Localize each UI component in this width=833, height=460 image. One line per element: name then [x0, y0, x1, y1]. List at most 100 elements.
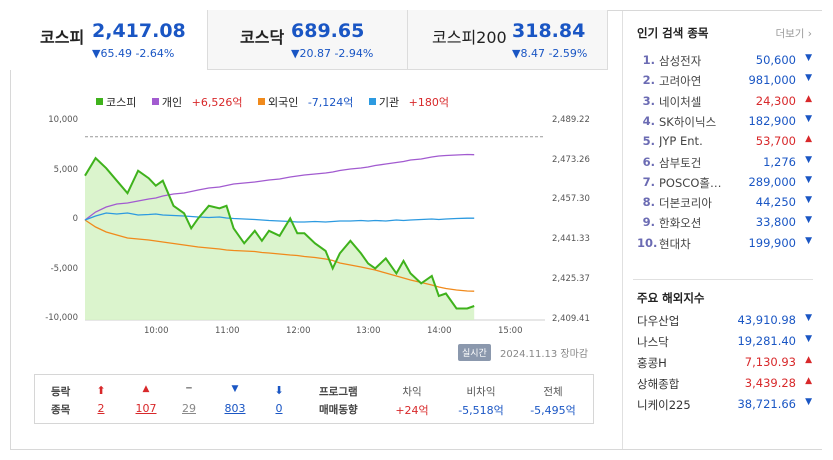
sharp-up-count[interactable]: 2 — [97, 402, 105, 415]
stock-price: 1,276 — [763, 154, 796, 169]
foreign-index-name[interactable]: 홍콩H — [637, 356, 667, 370]
popular-stock-row[interactable]: 10. 현대차 199,900 ▼ — [637, 236, 812, 256]
popular-stock-row[interactable]: 8. 더본코리아 44,250 ▼ — [637, 195, 812, 215]
rank-number: 2. — [642, 73, 655, 88]
market-datetime: 2024.11.13 장마감 — [500, 349, 589, 360]
foreign-index-row[interactable]: 다우산업 43,910.98 ▼ — [637, 313, 812, 333]
stock-price: 33,800 — [755, 215, 796, 230]
popular-stock-row[interactable]: 6. 삼부토건 1,276 ▼ — [637, 155, 812, 175]
up-icon: ▲ — [142, 384, 150, 394]
tab-kosdaq-value: 689.65 — [291, 20, 365, 42]
legend-individual-value: +6,526억 — [191, 96, 243, 109]
stock-name[interactable]: SK하이닉스 — [659, 114, 717, 129]
more-link[interactable]: 더보기 › — [775, 26, 812, 41]
institution-swatch-icon — [368, 98, 376, 105]
popular-stock-row[interactable]: 3. 네이처셀 24,300 ▲ — [637, 94, 812, 114]
stock-name[interactable]: 더본코리아 — [659, 196, 712, 211]
right-axis-tick: 2,409.41 — [552, 314, 590, 324]
arrow-down-icon: ▼ — [805, 195, 812, 206]
popular-stock-row[interactable]: 4. SK하이닉스 182,900 ▼ — [637, 114, 812, 134]
foreign-index-name[interactable]: 다우산업 — [637, 314, 680, 328]
foreign-index-name[interactable]: 나스닥 — [637, 335, 669, 349]
stock-name[interactable]: POSCO홀… — [659, 175, 722, 190]
popular-stock-row[interactable]: 2. 고려아연 981,000 ▼ — [637, 73, 812, 93]
foreign-index-row[interactable]: 상해종합 3,439.28 ▲ — [637, 376, 812, 396]
legend-individual: 개인 +6,526억 — [151, 96, 249, 109]
foreign-index-name[interactable]: 니케이225 — [637, 398, 691, 412]
foreign-indices-title: 주요 해외지수 — [637, 291, 705, 305]
foreign-index-row[interactable]: 니케이225 38,721.66 ▼ — [637, 397, 812, 417]
rank-number: 10. — [637, 235, 658, 250]
up-count[interactable]: 107 — [135, 402, 157, 415]
legend-institution: 기관 +180억 — [368, 96, 455, 109]
tab-kosdaq[interactable]: 코스닥 689.65 ▼20.87 -2.94% — [208, 10, 408, 70]
left-axis-tick: 5,000 — [53, 165, 78, 175]
chart-legend: 코스피 개인 +6,526억 외국인 -7,124억 기관 +180억 — [96, 94, 461, 110]
left-axis-tick: -5,000 — [50, 264, 78, 274]
rank-number: 4. — [642, 113, 655, 128]
popular-stock-row[interactable]: 5. JYP Ent. 53,700 ▲ — [637, 134, 812, 154]
stock-price: 44,250 — [755, 195, 796, 210]
left-axis-tick: 10,000 — [48, 115, 78, 125]
kospi-swatch-icon — [96, 98, 103, 105]
arrow-down-icon: ▼ — [805, 397, 812, 407]
stock-price: 981,000 — [748, 73, 796, 88]
right-axis-tick: 2,441.33 — [552, 234, 590, 244]
stock-price: 182,900 — [748, 113, 796, 128]
down-count[interactable]: 803 — [224, 402, 246, 415]
arrow-down-icon: ▼ — [805, 174, 812, 185]
stock-name[interactable]: 한화오션 — [659, 216, 702, 231]
sharp-up-icon: ⬆ — [96, 384, 106, 397]
popular-stock-row[interactable]: 7. POSCO홀… 289,000 ▼ — [637, 175, 812, 195]
legend-kospi-label: 코스피 — [106, 96, 137, 109]
foreign-index-value: 3,439.28 — [744, 376, 796, 390]
summary-label-1: 등락 — [51, 386, 71, 398]
foreign-index-value: 43,910.98 — [737, 313, 796, 327]
arrow-up-icon: ▲ — [805, 376, 812, 386]
individual-swatch-icon — [151, 98, 159, 105]
arrow-down-icon: ▼ — [805, 113, 812, 124]
arrow-down-icon: ▼ — [805, 235, 812, 246]
program-label-2: 매매동향 — [319, 404, 358, 416]
sharp-down-count[interactable]: 0 — [275, 402, 283, 415]
chevron-right-icon: › — [804, 28, 812, 40]
stock-name[interactable]: 현대차 — [659, 236, 691, 251]
stock-price: 199,900 — [748, 235, 796, 250]
foreign-index-row[interactable]: 홍콩H 7,130.93 ▲ — [637, 355, 812, 375]
popular-stock-row[interactable]: 9. 한화오션 33,800 ▼ — [637, 215, 812, 235]
summary-label-2: 종목 — [51, 404, 71, 416]
arrow-down-icon: ▼ — [805, 154, 812, 165]
tab-kospi200[interactable]: 코스피200 318.84 ▼8.47 -2.59% — [408, 10, 608, 70]
arrow-down-icon: ▼ — [805, 215, 812, 226]
rank-number: 5. — [642, 134, 655, 149]
tab-kospi-value: 2,417.08 — [92, 20, 186, 42]
stock-name[interactable]: JYP Ent. — [659, 134, 703, 149]
foreign-swatch-icon — [257, 98, 265, 105]
tab-kospi[interactable]: 코스피 2,417.08 ▼65.49 -2.64% — [10, 10, 208, 70]
stock-price: 24,300 — [755, 93, 796, 108]
arrow-up-icon: ▲ — [805, 355, 812, 365]
right-axis-tick: 2,489.22 — [552, 115, 590, 125]
right-axis-tick: 2,425.37 — [552, 274, 590, 284]
realtime-badge[interactable]: 실시간 — [458, 344, 491, 361]
foreign-index-name[interactable]: 상해종합 — [637, 377, 680, 391]
sharp-down-icon: ⬇ — [274, 384, 284, 397]
popular-stock-row[interactable]: 1. 삼성전자 50,600 ▼ — [637, 53, 812, 73]
rank-number: 9. — [642, 215, 655, 230]
x-axis-tick: 15:00 — [498, 326, 523, 336]
arrow-up-icon: ▲ — [805, 134, 812, 145]
foreign-index-row[interactable]: 나스닥 19,281.40 ▼ — [637, 334, 812, 354]
legend-foreign-value: -7,124억 — [307, 96, 354, 109]
stock-name[interactable]: 고려아연 — [659, 74, 702, 89]
market-summary-box: 등락 종목 ⬆ 2 ▲ 107 ━ 29 ▼ 803 ⬇ 0 프로그램 매매동향… — [34, 374, 594, 424]
stock-name[interactable]: 삼부토건 — [659, 155, 702, 170]
arrow-up-icon: ▲ — [805, 93, 812, 104]
stock-name[interactable]: 네이처셀 — [659, 94, 702, 109]
unchanged-count[interactable]: 29 — [182, 402, 196, 415]
tab-kosdaq-name: 코스닥 — [240, 28, 285, 47]
foreign-index-value: 38,721.66 — [737, 397, 796, 411]
total-value: -5,495억 — [530, 404, 576, 417]
arrow-down-icon: ▼ — [805, 73, 812, 84]
arrow-down-icon: ▼ — [805, 53, 812, 63]
stock-name[interactable]: 삼성전자 — [659, 54, 702, 68]
